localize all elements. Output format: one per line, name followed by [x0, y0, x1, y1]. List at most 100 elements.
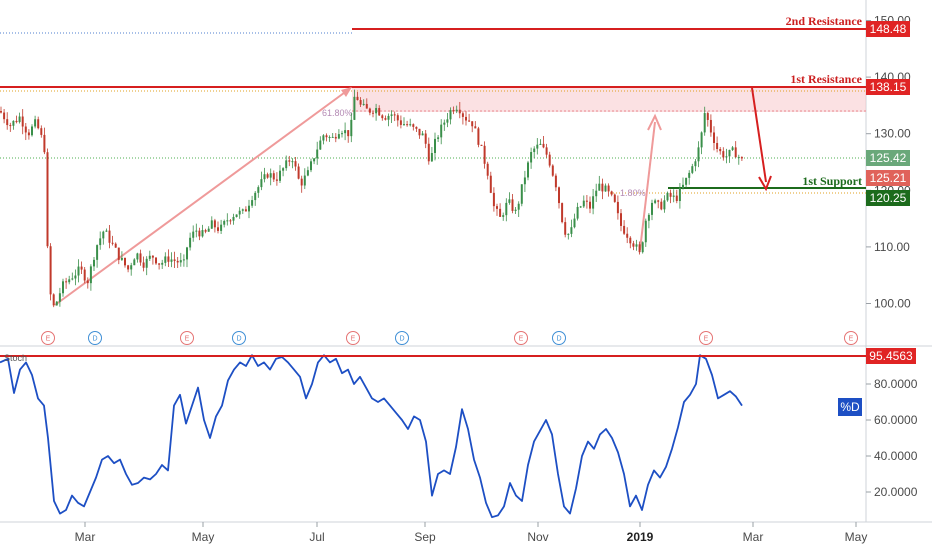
candle-body[interactable] — [393, 114, 396, 116]
candle-body[interactable] — [492, 192, 495, 207]
candle-body[interactable] — [682, 184, 684, 188]
candle-body[interactable] — [716, 142, 719, 150]
candle-body[interactable] — [502, 215, 505, 217]
candle-body[interactable] — [241, 209, 244, 211]
candle-body[interactable] — [561, 203, 564, 223]
candle-body[interactable] — [136, 253, 139, 260]
candle-body[interactable] — [418, 128, 421, 136]
candle-body[interactable] — [449, 110, 452, 120]
earnings-event-marker[interactable]: E — [41, 331, 55, 345]
earnings-event-marker[interactable]: E — [346, 331, 360, 345]
candle-body[interactable] — [672, 195, 675, 197]
candle-body[interactable] — [406, 124, 409, 126]
candle-body[interactable] — [654, 200, 657, 203]
candle-body[interactable] — [576, 206, 579, 219]
candle-body[interactable] — [368, 108, 371, 113]
candle-body[interactable] — [27, 132, 30, 136]
candle-body[interactable] — [356, 96, 359, 101]
candle-body[interactable] — [9, 125, 12, 127]
candle-body[interactable] — [272, 173, 275, 180]
candle-body[interactable] — [182, 259, 185, 261]
candle-body[interactable] — [623, 225, 626, 234]
candle-body[interactable] — [288, 160, 291, 162]
candle-body[interactable] — [523, 177, 526, 185]
candle-body[interactable] — [86, 280, 89, 284]
candle-body[interactable] — [40, 128, 43, 135]
candle-body[interactable] — [213, 220, 216, 228]
candle-body[interactable] — [706, 113, 709, 120]
candle-body[interactable] — [496, 206, 498, 209]
candle-body[interactable] — [127, 265, 130, 270]
candle-body[interactable] — [651, 202, 653, 215]
candle-body[interactable] — [520, 184, 523, 204]
candle-body[interactable] — [663, 200, 666, 210]
candle-body[interactable] — [592, 196, 595, 209]
candle-body[interactable] — [657, 200, 660, 202]
candle-body[interactable] — [505, 202, 508, 216]
candle-body[interactable] — [635, 244, 638, 247]
candle-body[interactable] — [282, 168, 285, 171]
candle-body[interactable] — [734, 147, 737, 158]
candle-body[interactable] — [626, 233, 629, 238]
candle-body[interactable] — [604, 185, 607, 192]
candle-body[interactable] — [353, 96, 356, 120]
candle-body[interactable] — [632, 243, 635, 247]
candle-body[interactable] — [728, 149, 731, 157]
candle-body[interactable] — [666, 192, 669, 201]
candle-body[interactable] — [179, 260, 182, 263]
candle-body[interactable] — [567, 233, 570, 235]
candle-body[interactable] — [424, 133, 427, 144]
candle-body[interactable] — [530, 152, 533, 163]
candle-body[interactable] — [130, 265, 133, 270]
candle-body[interactable] — [306, 170, 309, 176]
candle-body[interactable] — [235, 214, 238, 217]
candle-body[interactable] — [31, 126, 33, 136]
candle-body[interactable] — [251, 200, 254, 206]
candle-body[interactable] — [96, 245, 99, 260]
candle-body[interactable] — [204, 230, 207, 232]
candle-body[interactable] — [105, 230, 108, 232]
candle-body[interactable] — [474, 126, 477, 129]
candle-body[interactable] — [316, 149, 319, 159]
candle-body[interactable] — [167, 256, 170, 262]
candle-body[interactable] — [700, 132, 703, 148]
candle-body[interactable] — [430, 153, 433, 162]
candle-body[interactable] — [610, 191, 613, 195]
candle-body[interactable] — [285, 160, 288, 169]
candle-body[interactable] — [325, 135, 328, 138]
candle-body[interactable] — [142, 262, 145, 268]
candle-body[interactable] — [372, 112, 374, 114]
dividend-event-marker[interactable]: D — [552, 331, 566, 345]
candle-body[interactable] — [111, 242, 114, 244]
candle-body[interactable] — [192, 231, 195, 238]
dividend-event-marker[interactable]: D — [232, 331, 246, 345]
candle-body[interactable] — [641, 242, 644, 253]
candle-body[interactable] — [461, 113, 464, 117]
candle-body[interactable] — [176, 260, 179, 263]
candle-body[interactable] — [694, 161, 697, 167]
candle-body[interactable] — [589, 201, 591, 209]
candle-body[interactable] — [294, 161, 297, 167]
candle-body[interactable] — [46, 152, 49, 247]
candle-body[interactable] — [37, 119, 40, 129]
candle-body[interactable] — [558, 187, 560, 204]
stoch-d-line[interactable] — [0, 354, 743, 519]
candle-body[interactable] — [362, 103, 365, 105]
candle-body[interactable] — [52, 294, 55, 306]
candle-body[interactable] — [427, 143, 430, 162]
candle-body[interactable] — [403, 124, 405, 126]
candle-body[interactable] — [58, 293, 61, 302]
candle-body[interactable] — [120, 257, 123, 260]
candle-body[interactable] — [217, 227, 219, 231]
candlestick-series[interactable] — [0, 89, 743, 308]
candle-body[interactable] — [548, 154, 551, 166]
candle-body[interactable] — [465, 116, 467, 121]
candle-body[interactable] — [80, 266, 83, 270]
candle-body[interactable] — [344, 130, 347, 134]
candle-body[interactable] — [99, 238, 102, 246]
candle-body[interactable] — [415, 126, 418, 129]
candle-body[interactable] — [421, 133, 424, 136]
candle-body[interactable] — [275, 179, 278, 181]
candle-body[interactable] — [595, 190, 598, 197]
